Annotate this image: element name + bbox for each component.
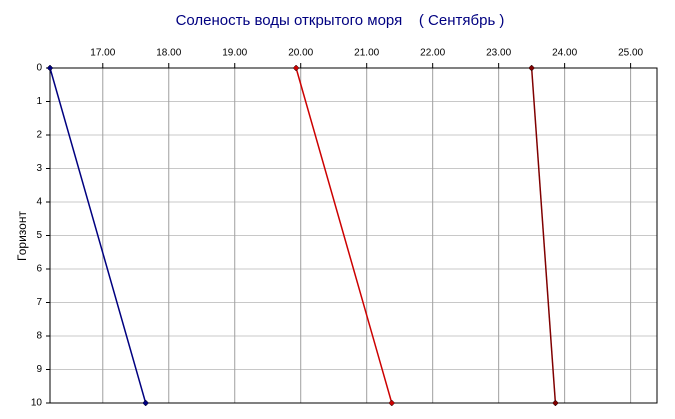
y-tick-label: 6	[36, 264, 42, 275]
series-line	[295, 67, 393, 404]
x-tick-label: 20.00	[288, 48, 313, 59]
y-tick-label: 5	[36, 230, 42, 241]
point-marker	[528, 64, 535, 72]
point-marker	[46, 64, 54, 72]
x-tick-label: 17.00	[90, 48, 115, 59]
x-tick-label: 19.00	[222, 48, 247, 59]
x-tick-label: 23.00	[486, 48, 511, 59]
y-tick-label: 10	[31, 398, 43, 409]
y-tick-label: 3	[36, 163, 42, 174]
y-axis-label: Горизонт	[15, 211, 29, 261]
x-tick-label: 21.00	[354, 48, 379, 59]
chart-title: Соленость воды открытого моря ( Сентябрь…	[176, 12, 505, 29]
y-tick-label: 2	[36, 130, 42, 141]
y-tick-label: 1	[36, 96, 42, 107]
series-line	[530, 67, 557, 404]
y-tick-label: 8	[36, 331, 42, 342]
y-tick-label: 4	[36, 197, 42, 208]
point-marker	[552, 399, 559, 407]
plot-frame	[49, 67, 658, 404]
point-marker	[142, 399, 150, 407]
x-tick-label: 22.00	[420, 48, 445, 59]
point-marker	[388, 399, 396, 407]
series-line	[49, 67, 147, 404]
y-tick-label: 7	[36, 297, 42, 308]
y-tick-label: 0	[36, 63, 42, 74]
x-tick-label: 24.00	[552, 48, 577, 59]
x-tick-label: 25.00	[618, 48, 643, 59]
x-tick-label: 18.00	[156, 48, 181, 59]
point-marker	[292, 64, 300, 72]
y-tick-label: 9	[36, 364, 42, 375]
